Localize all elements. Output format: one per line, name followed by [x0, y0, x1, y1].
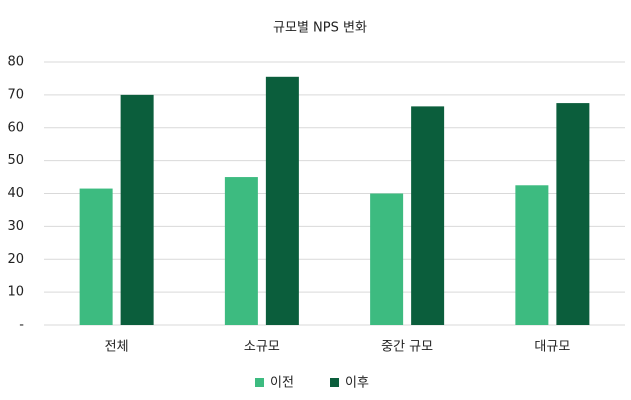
bar	[556, 103, 590, 325]
x-tick-label: 대규모	[534, 340, 570, 355]
y-tick-label: 10	[7, 285, 24, 300]
legend-label: 이후	[345, 376, 369, 391]
y-tick-label: 70	[7, 87, 24, 102]
x-tick-label: 중간 규모	[381, 340, 433, 355]
y-tick-label: 80	[7, 55, 24, 70]
y-tick-label: 20	[7, 252, 24, 267]
bar	[79, 188, 113, 325]
y-tick-label: -	[19, 318, 24, 333]
y-tick-label: 30	[7, 219, 24, 234]
chart-title: 규모별 NPS 변화	[273, 21, 367, 36]
bar	[515, 185, 549, 325]
legend-swatch	[255, 378, 264, 387]
y-tick-label: 50	[7, 153, 24, 168]
y-tick-label: 40	[7, 186, 24, 201]
bar	[411, 106, 445, 325]
x-tick-label: 소규모	[244, 340, 280, 355]
y-tick-label: 60	[7, 120, 24, 135]
bar	[370, 193, 404, 325]
bar	[224, 177, 258, 325]
legend-swatch	[330, 378, 339, 387]
bar	[265, 76, 299, 325]
legend-label: 이전	[270, 376, 294, 391]
bar	[120, 94, 154, 325]
x-tick-label: 전체	[105, 340, 129, 355]
